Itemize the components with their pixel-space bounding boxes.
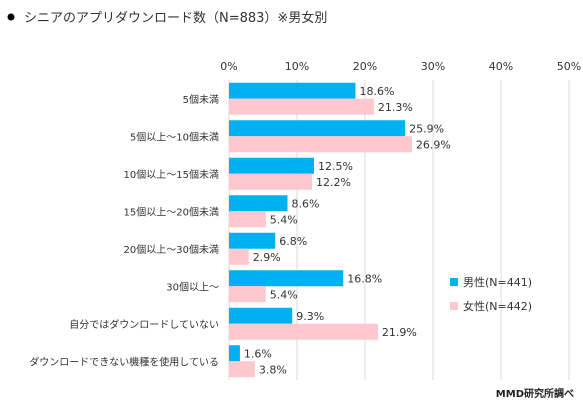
x-tick-label: 20% (353, 60, 377, 73)
male-value-label: 8.6% (291, 197, 319, 210)
legend-swatch-male (450, 278, 458, 286)
bars: 18.6% 21.3% 25.9% 26.9% 12.5% 12.2% 8.6% 5.4% 6.… (229, 82, 451, 378)
female-value-label: 5.4% (270, 288, 298, 301)
male-bar (229, 307, 293, 324)
male-value-label: 1.6% (244, 347, 272, 360)
female-value-label: 12.2% (316, 176, 351, 189)
female-value-label: 2.9% (253, 251, 281, 264)
male-bar (229, 195, 288, 212)
category-label: 5個以上～10個未満 (130, 130, 219, 143)
male-bar (229, 345, 240, 362)
male-value-label: 12.5% (318, 160, 353, 173)
female-bar (229, 173, 312, 190)
male-value-label: 9.3% (296, 310, 324, 323)
female-bar (229, 248, 249, 265)
female-bar (229, 136, 412, 153)
category-label: 10個以上～15個未満 (124, 168, 219, 181)
male-bar (229, 82, 356, 99)
category-labels: 5個未満 5個以上～10個未満 10個以上～15個未満 15個以上～20個未満 20個以… (29, 93, 219, 369)
x-axis-ticks: 0% 10% 20% 30% 40% 50% (220, 60, 581, 73)
x-tick-label: 40% (489, 60, 513, 73)
x-tick-label: 30% (421, 60, 445, 73)
female-bar (229, 98, 374, 115)
credit-text: MMD研究所調べ (496, 387, 574, 400)
female-bar (229, 286, 266, 303)
male-bar (229, 157, 314, 174)
category-label: 30個以上～ (166, 280, 219, 293)
title-bullet (7, 13, 15, 21)
male-value-label: 18.6% (359, 85, 394, 98)
female-bar (229, 211, 266, 228)
legend-label-female: 女性(N=442) (463, 299, 532, 313)
category-label: 5個未満 (183, 93, 219, 106)
legend-swatch-female (450, 302, 458, 310)
male-bar (229, 120, 406, 137)
male-bar (229, 270, 344, 287)
female-value-label: 26.9% (416, 138, 451, 151)
female-bar (229, 361, 255, 378)
female-bar (229, 323, 378, 340)
chart-title: シニアのアプリダウンロード数（N=883）※男女別 (24, 10, 327, 26)
legend-label-male: 男性(N=441) (463, 275, 532, 289)
x-tick-label: 10% (285, 60, 309, 73)
female-value-label: 3.8% (259, 363, 287, 376)
female-value-label: 5.4% (270, 213, 298, 226)
female-value-label: 21.3% (378, 101, 413, 114)
male-value-label: 6.8% (279, 235, 307, 248)
x-tick-label: 0% (220, 60, 237, 73)
male-value-label: 25.9% (409, 122, 444, 135)
legend: 男性(N=441) 女性(N=442) (450, 275, 532, 313)
category-label: 20個以上～30個未満 (124, 243, 219, 256)
male-value-label: 16.8% (347, 272, 382, 285)
category-label: 15個以上～20個未満 (124, 205, 219, 218)
x-tick-label: 50% (557, 60, 581, 73)
category-label: ダウンロードできない機種を使用している (29, 355, 219, 368)
female-value-label: 21.9% (382, 326, 417, 339)
male-bar (229, 232, 276, 249)
category-label: 自分ではダウンロードしていない (69, 318, 219, 331)
